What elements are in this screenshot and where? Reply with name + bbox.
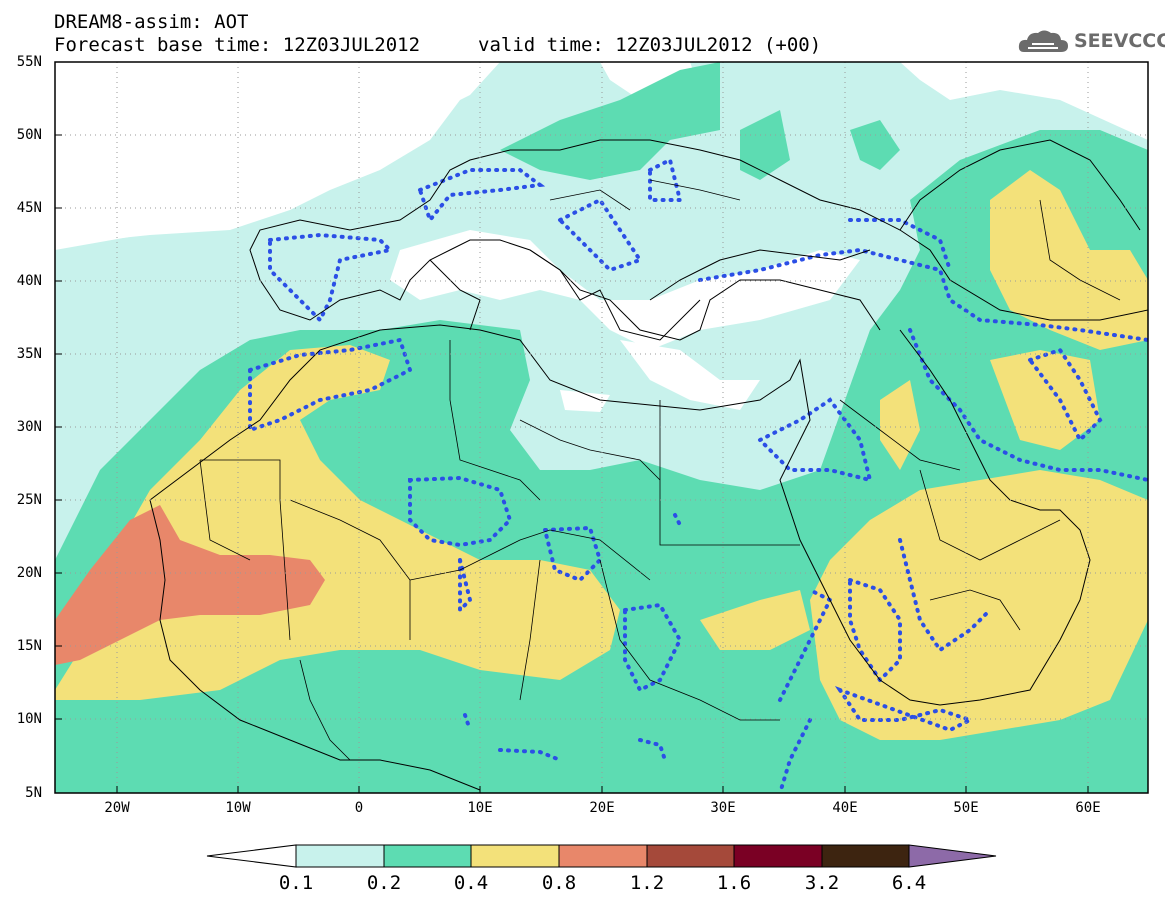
lon-label: 10E (467, 800, 493, 816)
axis-ticks (55, 61, 1089, 794)
colorbar-label: 3.2 (804, 872, 840, 894)
coastlines (149, 139, 1148, 791)
colorbar-label: 1.2 (629, 872, 665, 894)
valid-time: valid time: 12Z03JUL2012 (+00) (478, 34, 822, 56)
colorbar-swatch-1 (383, 844, 472, 868)
lat-label: 40N (16, 273, 42, 289)
lon-label: 0 (354, 800, 364, 816)
lat-label: 25N (16, 492, 42, 508)
lon-label: 10W (225, 800, 251, 816)
lon-label: 60E (1075, 800, 1101, 816)
forecast-base-time: Forecast base time: 12Z03JUL2012 (54, 34, 421, 56)
lat-label: 10N (16, 711, 42, 727)
seevccc-logo: SEEVCCC (1018, 26, 1165, 56)
colorbar (206, 844, 997, 868)
logo-text: SEEVCCC (1074, 30, 1165, 52)
colorbar-label: 0.2 (366, 872, 402, 894)
chart-title: DREAM8-assim: AOT (54, 11, 249, 33)
country-borders (199, 179, 1121, 761)
colorbar-label: 0.8 (541, 872, 577, 894)
colorbar-swatch-4 (646, 844, 735, 868)
colorbar-swatch-6 (821, 844, 910, 868)
colorbar-label: 1.6 (716, 872, 752, 894)
colorbar-low-arrow (206, 844, 297, 868)
lat-label: 35N (16, 346, 42, 362)
lat-label: 15N (16, 638, 42, 654)
lat-label: 45N (16, 200, 42, 216)
lat-label: 20N (16, 565, 42, 581)
lon-label: 20E (589, 800, 615, 816)
lat-label: 5N (25, 785, 42, 801)
lon-label: 40E (832, 800, 858, 816)
colorbar-swatch-3 (558, 844, 648, 868)
lon-label: 30E (710, 800, 736, 816)
colorbar-swatch-0 (295, 844, 385, 868)
colorbar-high-arrow (908, 844, 997, 868)
colorbar-swatch-2 (470, 844, 560, 868)
aot-level-0.8 (55, 505, 325, 665)
lat-label: 30N (16, 419, 42, 435)
aot-dotted-contours (248, 157, 1148, 793)
grid-lines (55, 62, 1148, 793)
cloud-icon (1018, 30, 1068, 52)
lon-label: 20W (104, 800, 130, 816)
lat-label: 55N (16, 54, 42, 70)
colorbar-label: 0.1 (278, 872, 314, 894)
colorbar-swatch-5 (733, 844, 823, 868)
lat-label: 50N (16, 127, 42, 143)
colorbar-label: 0.4 (453, 872, 489, 894)
lon-label: 50E (953, 800, 979, 816)
aot-field (55, 62, 1148, 793)
colorbar-label: 6.4 (891, 872, 927, 894)
